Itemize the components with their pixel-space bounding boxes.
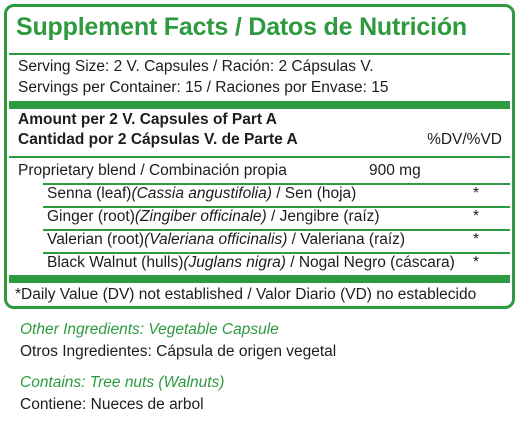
ingredient-row: Black Walnut (hulls)(Juglans nigra) / No… — [9, 252, 510, 274]
ingredient-row: Valerian (root)(Valeriana officinalis) /… — [9, 229, 510, 251]
ingredient-dv: * — [473, 231, 480, 248]
servings-per-container: Servings per Container: 15 / Raciones po… — [18, 79, 389, 96]
ingredient-latin-name: (Zingiber officinale) — [134, 208, 267, 225]
ingredient-row: Ginger (root)(Zingiber officinale) / Jen… — [9, 206, 510, 228]
ingredient-latin-name: (Valeriana officinalis) — [144, 231, 288, 248]
ingredient-latin-name: (Cassia angustifolia) — [131, 185, 272, 202]
ingredient-spanish-name: / Nogal Negro (cáscara) — [285, 254, 455, 271]
supplement-facts-panel: Supplement Facts / Datos de Nutrición Se… — [4, 4, 515, 309]
amount-per-serving-en: Amount per 2 V. Capsules of Part A — [18, 111, 277, 128]
blend-amount: 900 mg — [369, 162, 421, 179]
ingredient-spanish-name: / Jengibre (raíz) — [266, 208, 380, 225]
dv-header: %DV/%VD — [427, 131, 502, 148]
amount-per-serving-es: Cantidad por 2 Cápsulas V. de Parte A — [18, 131, 298, 148]
ingredient-spanish-name: / Sen (hoja) — [271, 185, 357, 202]
divider — [9, 156, 510, 158]
dv-footnote: *Daily Value (DV) not established / Valo… — [15, 286, 477, 303]
other-ingredients-en: Other Ingredients: Vegetable Capsule — [20, 321, 279, 338]
contains-en: Contains: Tree nuts (Walnuts) — [20, 374, 225, 391]
ingredient-dv: * — [473, 185, 480, 202]
ingredient-dv: * — [473, 254, 480, 271]
ingredient-common-name: Ginger (root) — [47, 208, 135, 225]
contains-es: Contiene: Nueces de arbol — [20, 396, 204, 413]
blend-label: Proprietary blend / Combinación propia — [18, 162, 287, 179]
serving-size: Serving Size: 2 V. Capsules / Ración: 2 … — [18, 58, 374, 75]
ingredient-common-name: Valerian (root) — [47, 231, 145, 248]
ingredient-common-name: Black Walnut (hulls) — [47, 254, 184, 271]
ingredient-common-name: Senna (leaf) — [47, 185, 132, 202]
thick-divider — [9, 275, 510, 283]
ingredient-spanish-name: / Valeriana (raíz) — [287, 231, 406, 248]
ingredient-dv: * — [473, 208, 480, 225]
divider — [9, 53, 510, 55]
ingredient-row: Senna (leaf)(Cassia angustifolia) / Sen … — [9, 183, 510, 205]
facts-title: Supplement Facts / Datos de Nutrición — [16, 13, 467, 41]
thick-divider — [9, 101, 510, 109]
other-ingredients-es: Otros Ingredientes: Cápsula de origen ve… — [20, 343, 337, 360]
ingredient-latin-name: (Juglans nigra) — [183, 254, 286, 271]
